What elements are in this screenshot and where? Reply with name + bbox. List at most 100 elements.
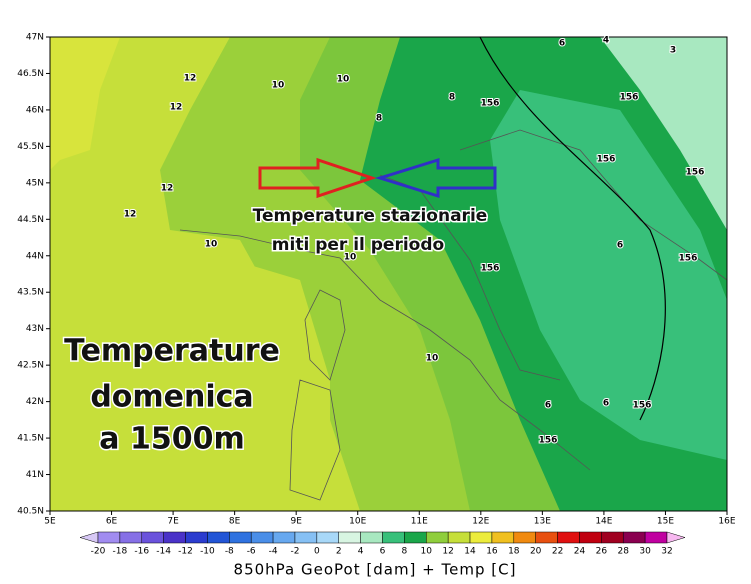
colorbar-swatch: [491, 531, 515, 544]
lon-label: 8E: [229, 517, 241, 527]
lat-label: 47N: [26, 33, 44, 43]
colorbar-label: 12: [442, 547, 453, 557]
colorbar-label: -2: [290, 547, 299, 557]
colorbar-label: -8: [225, 547, 234, 557]
colorbar-swatch: [250, 531, 274, 544]
colorbar-swatch: [207, 531, 230, 544]
colorbar-label: 28: [618, 547, 630, 557]
arrow-text: Temperature stazionarie: [253, 206, 488, 226]
colorbar-label: 10: [421, 547, 433, 557]
contour-label: 12: [170, 103, 183, 113]
colorbar-label: 26: [596, 547, 608, 557]
colorbar-label: 20: [530, 547, 542, 557]
contour-label: 6: [603, 399, 609, 409]
main-text: domenica: [90, 380, 253, 415]
colorbar-end: [79, 531, 99, 544]
colorbar-label: 32: [661, 547, 672, 557]
contour-label: 12: [124, 210, 137, 220]
contour-label: 10: [205, 240, 218, 250]
colorbar-label: 4: [358, 547, 364, 557]
colorbar-swatch: [426, 531, 449, 544]
temperature-field: [50, 37, 727, 511]
lat-label: 43.5N: [17, 288, 44, 298]
contour-label: 10: [426, 354, 439, 364]
lon-label: 10E: [349, 517, 366, 527]
contour-label: 156: [686, 168, 705, 178]
contour-label: 12: [161, 184, 174, 194]
colorbar-swatch: [622, 531, 646, 544]
contour-label: 156: [679, 254, 698, 264]
lon-label: 13E: [534, 517, 551, 527]
colorbar-label: -12: [178, 547, 193, 557]
lon-label: 12E: [472, 517, 489, 527]
lat-label: 46N: [26, 105, 44, 115]
lat-label: 42.5N: [17, 361, 44, 371]
colorbar-swatch: [360, 531, 383, 544]
lat-label: 42N: [26, 397, 44, 407]
map-frame: [49, 36, 728, 512]
contour-label: 156: [597, 155, 616, 165]
lon-label: 5E: [44, 517, 56, 527]
contour-label: 156: [633, 401, 652, 411]
lat-label: 45.5N: [17, 142, 44, 152]
colorbar-swatch: [535, 531, 558, 544]
lat-label: 44.5N: [17, 215, 44, 225]
main-text: Temperature: [64, 334, 280, 369]
caption: 850hPa GeoPot [dam] + Temp [C]: [234, 561, 517, 579]
colorbar-label: -6: [247, 547, 256, 557]
lon-label: 16E: [718, 517, 735, 527]
colorbar-swatch: [338, 531, 361, 544]
colorbar-label: -10: [200, 547, 215, 557]
colorbar-label: -18: [113, 547, 128, 557]
blue-arrow: [374, 157, 497, 199]
lon-label: 11E: [411, 517, 428, 527]
colorbar-label: 18: [508, 547, 520, 557]
contour-label: 6: [545, 401, 551, 411]
lat-label: 46.5N: [17, 69, 44, 79]
lat-label: 41N: [26, 470, 44, 480]
contour-label: 156: [481, 99, 500, 109]
contour-label: 10: [344, 253, 357, 263]
lon-label: 14E: [595, 517, 612, 527]
colorbar-label: -14: [156, 547, 171, 557]
lat-label: 41.5N: [17, 434, 44, 444]
main-text: a 1500m: [99, 422, 244, 457]
lon-label: 9E: [290, 517, 302, 527]
colorbar-swatch: [404, 531, 427, 544]
colorbar-end: [666, 531, 686, 544]
colorbar-swatch: [513, 531, 536, 544]
colorbar-label: 16: [486, 547, 498, 557]
lon-label: 6E: [106, 517, 118, 527]
colorbar-label: 6: [380, 547, 386, 557]
contour-label: 156: [539, 436, 558, 446]
colorbar-swatch: [316, 531, 339, 544]
colorbar-swatch: [272, 531, 296, 544]
colorbar-swatch: [97, 531, 121, 544]
colorbar-swatch: [557, 531, 580, 544]
lat-label: 40.5N: [17, 507, 44, 517]
contour-label: 4: [603, 36, 609, 46]
colorbar-swatch: [447, 531, 471, 544]
contour-label: 8: [376, 114, 382, 124]
colorbar-swatch: [579, 531, 602, 544]
colorbar-label: -20: [91, 547, 106, 557]
lat-label: 44N: [26, 251, 44, 261]
lon-label: 7E: [167, 517, 179, 527]
colorbar-swatch: [382, 531, 405, 544]
colorbar-swatch: [644, 531, 668, 544]
colorbar-swatch: [229, 531, 252, 544]
contour-label: 8: [449, 93, 455, 103]
lon-label: 15E: [657, 517, 674, 527]
colorbar-label: 8: [402, 547, 408, 557]
contour-label: 6: [617, 241, 623, 251]
contour-label: 6: [559, 39, 565, 49]
contour-label: 10: [337, 75, 350, 85]
arrow-text: miti per il periodo: [272, 235, 444, 255]
contour-label: 156: [620, 93, 639, 103]
lat-label: 45N: [26, 178, 44, 188]
colorbar-label: 22: [552, 547, 563, 557]
colorbar-swatch: [163, 531, 186, 544]
contour-label: 10: [272, 81, 285, 91]
red-arrow: [258, 157, 377, 199]
colorbar-swatch: [294, 531, 318, 544]
